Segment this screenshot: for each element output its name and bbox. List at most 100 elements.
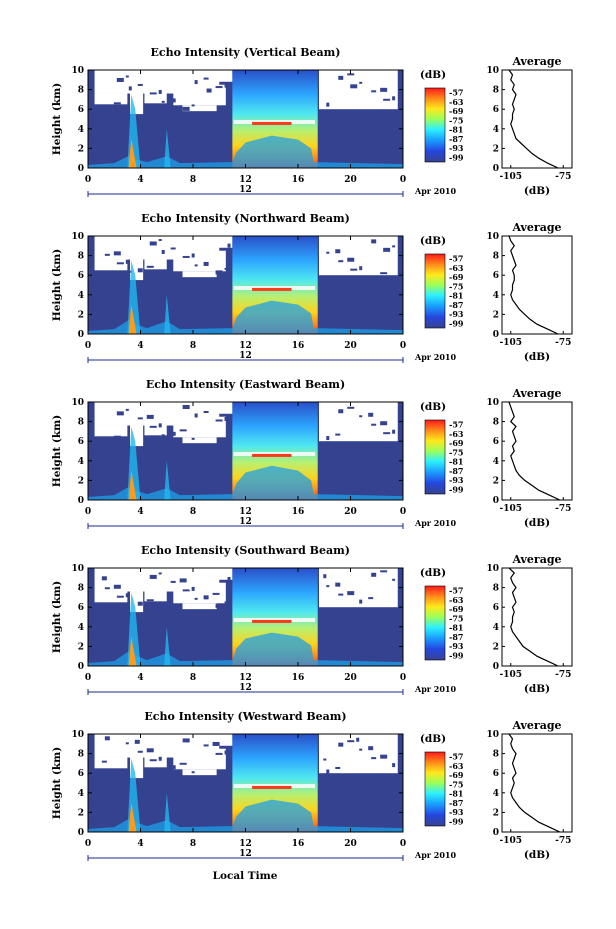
echo-speck — [170, 247, 176, 250]
colorbar-tick-label: -87 — [449, 134, 463, 144]
echo-speck — [125, 408, 129, 411]
echo-speck — [338, 742, 344, 747]
average-profile-line — [508, 69, 559, 169]
colorbar-tick-label: -81 — [449, 789, 463, 799]
echo-speck — [179, 762, 187, 765]
x-tick-label: 8 — [190, 673, 196, 683]
echo-speck — [146, 414, 154, 419]
echo-speck — [191, 253, 195, 258]
y-tick-label: 4 — [78, 457, 84, 467]
echo-speck — [182, 255, 190, 258]
x-tick-label: 20 — [344, 341, 357, 351]
echo-speck — [182, 405, 190, 410]
colorbar-tick-label: -99 — [449, 318, 464, 328]
colorbar-tick-label: -99 — [449, 152, 464, 162]
y-tick-label: 8 — [78, 86, 84, 96]
echo-speck — [149, 574, 157, 579]
echo-speck — [113, 435, 121, 438]
echo-speck — [335, 249, 341, 254]
echo-speck — [224, 601, 228, 604]
date-suffix: Apr 2010 — [414, 684, 457, 694]
x-tick-label: 16 — [292, 175, 305, 185]
echo-speck — [215, 270, 223, 275]
colorbar-tick-label: -69 — [449, 438, 464, 448]
echo-speck — [347, 406, 355, 409]
x-tick-label: 20 — [344, 507, 357, 517]
echo-speck — [179, 429, 187, 432]
y-tick-label: 0 — [78, 662, 84, 672]
panel-title: Echo Intensity (Vertical Beam) — [150, 46, 340, 59]
avg-y-tick-label: 8 — [493, 750, 499, 760]
echo-speck — [104, 587, 110, 590]
echo-speck — [194, 264, 198, 267]
x-tick-label: 0 — [85, 673, 91, 683]
echo-speck — [149, 241, 157, 246]
echo-speck — [149, 759, 157, 762]
bright-band-core — [252, 619, 292, 623]
average-title: Average — [511, 387, 561, 400]
colorbar-tick-label: -87 — [449, 798, 463, 808]
y-tick-label: 10 — [71, 66, 84, 76]
date-suffix: Apr 2010 — [414, 850, 457, 860]
plume-core — [128, 138, 137, 168]
y-tick-label: 0 — [78, 164, 84, 174]
no-echo-region — [166, 402, 233, 414]
avg-y-tick-label: 0 — [493, 330, 499, 340]
avg-y-tick-label: 2 — [493, 476, 499, 486]
colorbar-tick-label: -75 — [449, 779, 463, 789]
colorbar-tick-label: -99 — [449, 650, 464, 660]
avg-x-tick-label: -105 — [499, 338, 522, 348]
echo-speck — [227, 761, 231, 764]
convective-plume — [164, 294, 171, 334]
average-profile-line — [508, 401, 561, 501]
echo-speck — [125, 259, 129, 264]
echo-speck — [158, 89, 162, 94]
echo-speck — [203, 261, 209, 266]
echo-speck — [116, 595, 124, 598]
avg-y-tick-label: 0 — [493, 164, 499, 174]
no-echo-region — [144, 579, 167, 602]
echo-speck — [203, 411, 209, 414]
echo-speck — [380, 570, 388, 573]
colorbar-tick-label: -87 — [449, 632, 463, 642]
avg-y-tick-label: 6 — [493, 105, 499, 115]
colorbar-tick-label: -75 — [449, 115, 463, 125]
date-suffix: Apr 2010 — [414, 518, 457, 528]
echo-speck — [113, 102, 121, 105]
echo-speck — [326, 585, 330, 588]
x-tick-label: 20 — [344, 673, 357, 683]
date-suffix: Apr 2010 — [414, 186, 457, 196]
x-tick-label: 16 — [292, 341, 305, 351]
no-echo-region — [319, 236, 398, 276]
echo-speck — [104, 104, 110, 109]
colorbar-unit: (dB) — [420, 567, 446, 579]
no-echo-region — [94, 425, 128, 437]
echo-speck — [215, 603, 223, 608]
no-echo-region — [166, 70, 233, 82]
x-tick-label: 0 — [85, 341, 91, 351]
echo-speck — [380, 754, 388, 759]
echo-speck — [146, 748, 154, 753]
y-tick-label: 0 — [78, 330, 84, 340]
echo-speck — [392, 763, 396, 768]
echo-speck — [215, 752, 223, 755]
colorbar-tick-label: -81 — [449, 291, 463, 301]
y-tick-label: 8 — [78, 418, 84, 428]
x-tick-label: 0 — [85, 839, 91, 849]
echo-speck — [116, 411, 124, 416]
echo-speck — [161, 434, 165, 437]
avg-y-tick-label: 2 — [493, 144, 499, 154]
echo-speck — [125, 742, 129, 745]
echo-speck — [371, 572, 377, 577]
average-title: Average — [511, 719, 561, 732]
echo-speck — [161, 249, 165, 254]
colorbar-tick-label: -87 — [449, 300, 463, 310]
echo-speck — [338, 75, 344, 80]
echo-speck — [125, 75, 129, 78]
echo-speck — [179, 578, 187, 583]
echo-speck — [326, 769, 330, 774]
panel-2: Echo Intensity (Northward Beam) 0 2 4 6 8 10 He… — [51, 212, 573, 363]
no-echo-region — [173, 250, 226, 272]
no-echo-region — [94, 591, 128, 603]
avg-y-tick-label: 4 — [493, 291, 499, 301]
